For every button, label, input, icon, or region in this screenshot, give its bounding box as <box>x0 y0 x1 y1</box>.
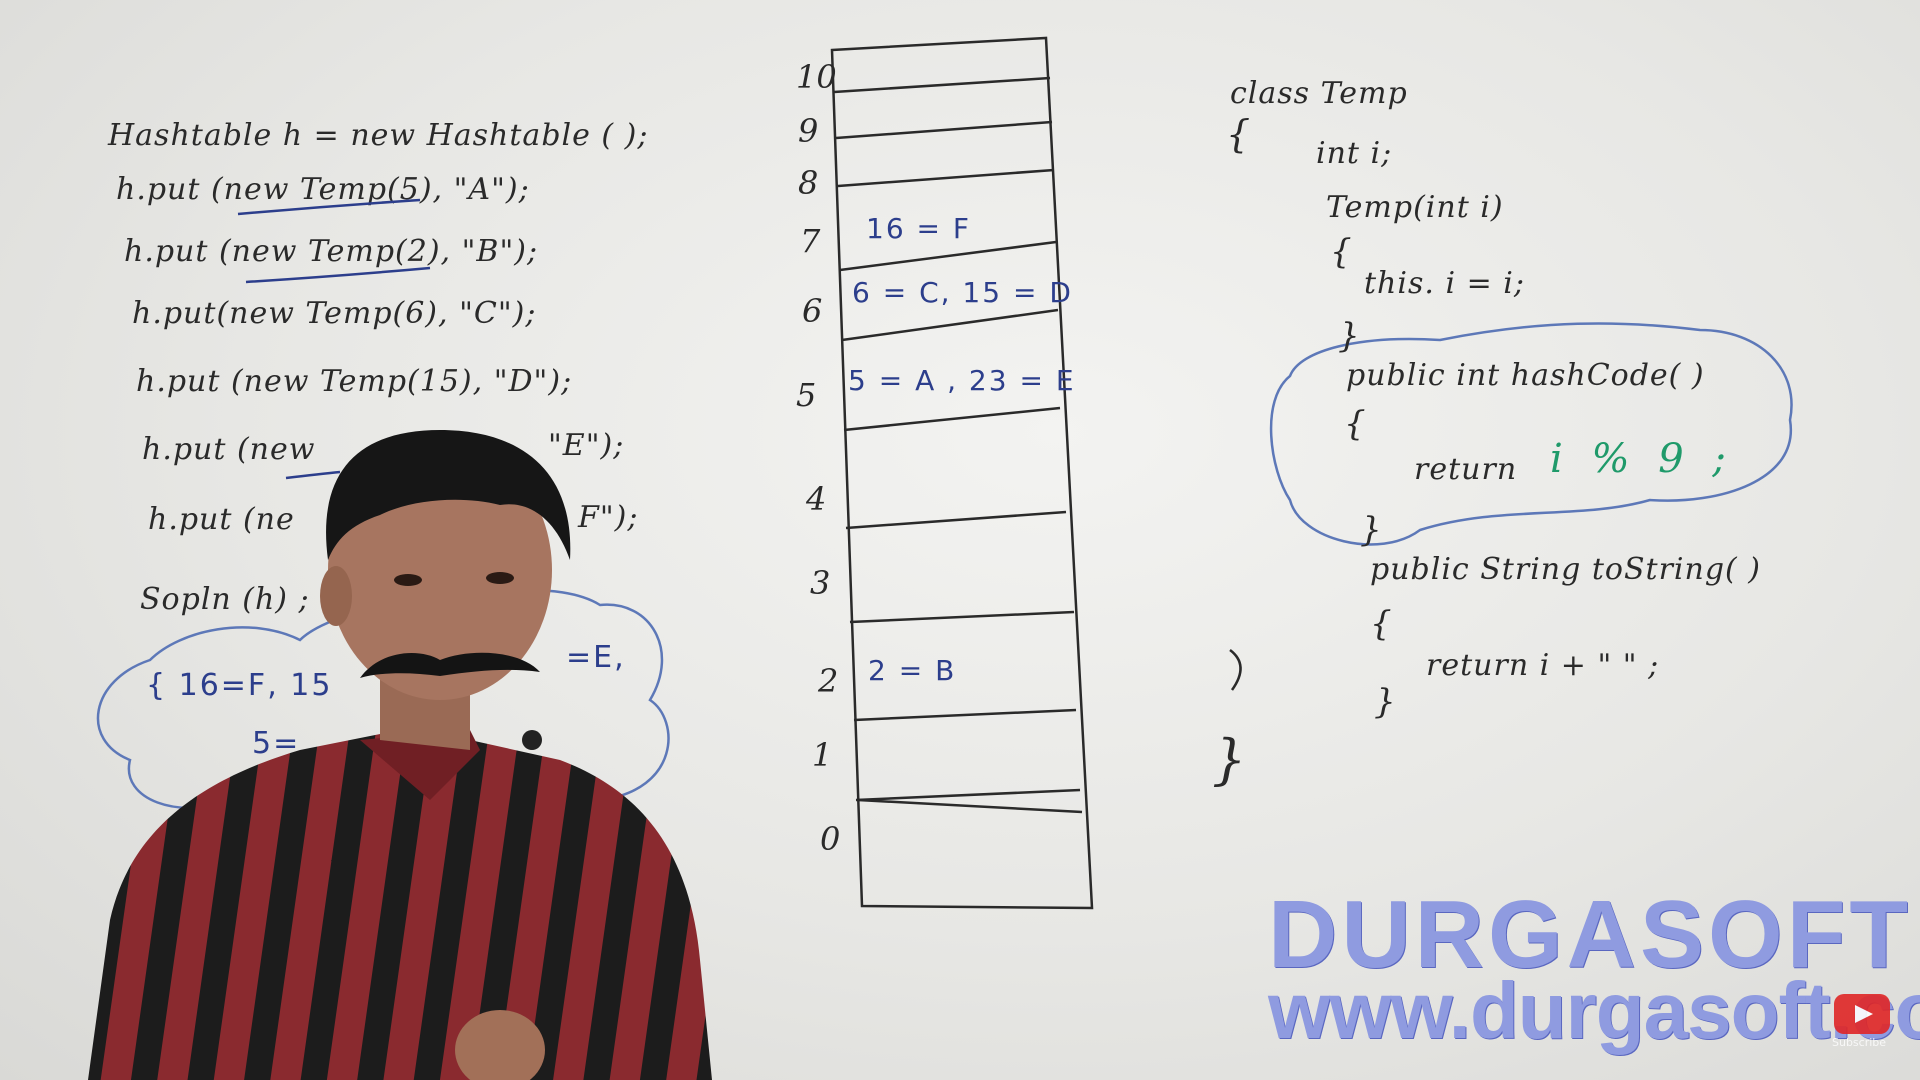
constructor-signature: Temp(int i) <box>1326 190 1504 225</box>
slot-label-10: 10 <box>796 58 837 96</box>
durgasoft-url-watermark[interactable]: www.durgasoft.com <box>1268 966 1920 1055</box>
class-close-brace: } <box>1212 728 1248 791</box>
slot-label-0: 0 <box>820 820 841 858</box>
class-declaration: class Temp <box>1230 76 1408 111</box>
class-open-brace: { <box>1226 112 1252 156</box>
constructor-body: this. i = i; <box>1364 266 1525 301</box>
tostring-signature: public String toString( ) <box>1370 552 1761 587</box>
slot-label-7: 7 <box>800 222 821 260</box>
slot-5-entry: 5 = A , 23 = E <box>848 364 1076 397</box>
youtube-subscribe-button[interactable] <box>1834 994 1890 1034</box>
slot-6-entry: 6 = C, 15 = D <box>852 276 1073 309</box>
put-line-5-start: h.put (new <box>142 432 316 467</box>
tostring-open-brace: { <box>1370 604 1393 644</box>
put-line-6-start: h.put (ne <box>148 502 295 537</box>
hashcode-close-brace: } <box>1360 510 1383 550</box>
hashcode-signature: public int hashCode( ) <box>1346 358 1705 393</box>
subscribe-label[interactable]: Subscribe <box>1832 1036 1887 1049</box>
slot-label-8: 8 <box>798 164 819 202</box>
constructor-open-brace: { <box>1330 232 1353 272</box>
slot-label-1: 1 <box>812 736 833 774</box>
output-line-1-right: =E, <box>566 640 626 675</box>
slot-2-entry: 2 = B <box>868 654 957 687</box>
put-line-3: h.put(new Temp(6), "C"); <box>132 296 537 331</box>
field-declaration: int i; <box>1316 136 1393 171</box>
slot-label-6: 6 <box>802 292 823 330</box>
slot-label-9: 9 <box>798 112 819 150</box>
slot-label-5: 5 <box>796 376 817 414</box>
put-line-6-end: F"); <box>578 500 639 535</box>
put-line-4: h.put (new Temp(15), "D"); <box>136 364 573 399</box>
tostring-body: return i + " " ; <box>1426 648 1660 683</box>
hashtable-declaration: Hashtable h = new Hashtable ( ); <box>108 118 649 153</box>
print-line: Sopln (h) ; <box>140 582 310 617</box>
durgasoft-brand-watermark: DURGASOFT <box>1268 881 1912 988</box>
constructor-close-brace: } <box>1338 316 1361 356</box>
put-line-1: h.put (new Temp(5), "A"); <box>116 172 530 207</box>
put-line-5-end: "E"); <box>548 428 625 463</box>
slot-label-2: 2 <box>818 662 839 700</box>
output-line-1-left: { 16=F, 15 <box>146 668 333 703</box>
slot-label-3: 3 <box>810 564 831 602</box>
hashcode-expression: i % 9 ; <box>1550 436 1734 482</box>
hashcode-return: return <box>1414 452 1518 487</box>
slot-label-4: 4 <box>806 480 827 518</box>
hashcode-open-brace: { <box>1344 404 1367 444</box>
tostring-close-brace: } <box>1374 682 1397 722</box>
slot-7-entry: 16 = F <box>866 212 971 245</box>
put-line-2: h.put (new Temp(2), "B"); <box>124 234 539 269</box>
